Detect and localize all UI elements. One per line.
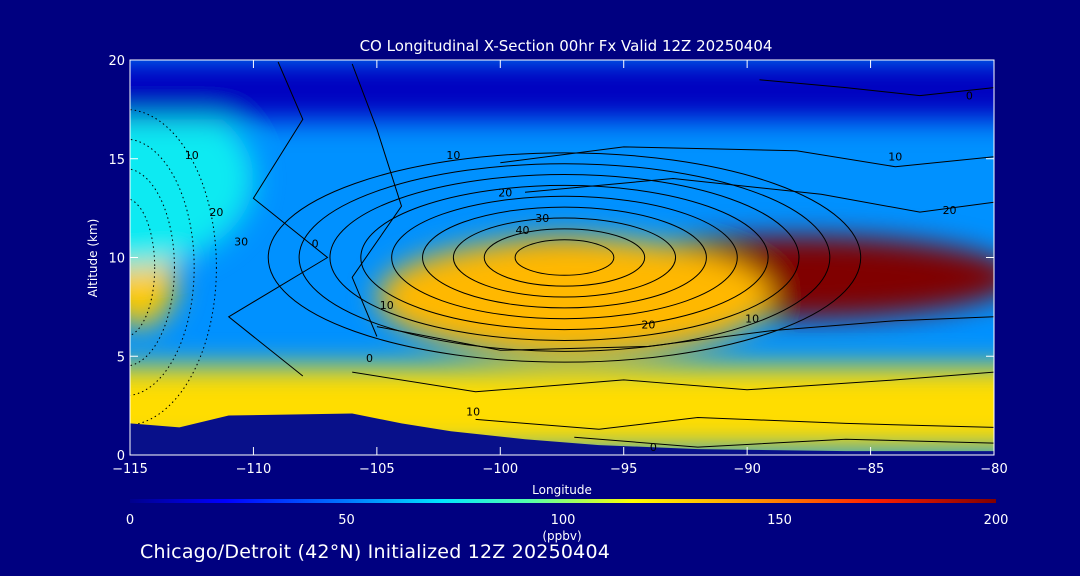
contour-label-5: 40 — [516, 224, 530, 237]
contour-label-2: 30 — [234, 236, 248, 249]
contour-label-14: 10 — [888, 151, 902, 164]
contour-label-16: 0 — [966, 90, 973, 103]
contour-label-3: 0 — [312, 238, 319, 251]
terrain-mask — [130, 413, 994, 455]
colorbar: 0 50 100 150 200 (ppbv) — [126, 499, 1009, 543]
contour-ring-3 — [422, 206, 707, 309]
x-axis-label: Longitude — [532, 483, 592, 497]
contour-dotted-2 — [130, 138, 195, 396]
contour-dotted-1 — [130, 168, 175, 367]
contour-line-3 — [376, 316, 994, 351]
x-axis: −115 −110 −105 −100 −95 −90 −85 −80 — [112, 60, 1008, 477]
contour-label-8: 10 — [380, 299, 394, 312]
location-init-caption: Chicago/Detroit (42°N) Initialized 12Z 2… — [140, 541, 611, 563]
colorbar-ticks: 0 50 100 150 200 — [126, 513, 1009, 528]
contour-labels: 10 20 30 0 30 40 20 10 10 0 20 10 10 0 10 20 0 — [185, 90, 973, 455]
plot-area: 10 20 30 0 30 40 20 10 10 0 20 10 10 0 10 20 0 — [130, 60, 994, 455]
contour-line-8 — [351, 63, 403, 337]
y-tick-label-1: 5 — [117, 350, 125, 365]
y-tick-label-4: 20 — [108, 54, 125, 69]
chart-title: CO Longitudinal X-Section 00hr Fx Valid … — [360, 37, 773, 55]
contour-lines — [130, 61, 994, 448]
field-feature-6 — [130, 60, 994, 120]
contour-dotted-0 — [130, 198, 156, 337]
x-tick-label-1: −110 — [236, 462, 272, 477]
contour-line-4 — [352, 371, 994, 393]
contour-label-13: 0 — [650, 441, 657, 454]
y-axis: 0 5 10 15 20 — [108, 54, 994, 464]
field-features — [130, 60, 994, 450]
x-tick-label-0: −115 — [112, 462, 148, 477]
x-tick-label-2: −105 — [359, 462, 395, 477]
contour-label-6: 20 — [498, 186, 512, 199]
contour-dotted-3 — [130, 109, 217, 426]
field-feature-5 — [130, 89, 254, 268]
x-tick-label-7: −80 — [980, 462, 1007, 477]
colorbar-tick-label-3: 150 — [767, 513, 792, 528]
contour-label-15: 20 — [943, 204, 957, 217]
contour-line-0 — [500, 146, 994, 168]
y-tick-label-2: 10 — [108, 252, 125, 267]
colorbar-tick-label-2: 100 — [551, 513, 576, 528]
contour-line-5 — [475, 416, 994, 430]
contour-ring-2 — [452, 217, 677, 298]
contour-label-11: 10 — [745, 313, 759, 326]
y-tick-label-3: 15 — [108, 153, 125, 168]
contour-ring-4 — [391, 195, 738, 320]
contour-ring-0 — [514, 239, 615, 276]
co-concentration-field — [130, 60, 994, 455]
y-axis-label: Altitude (km) — [86, 219, 100, 298]
contour-line-2 — [759, 79, 994, 97]
x-tick-label-5: −90 — [733, 462, 760, 477]
contour-label-4: 30 — [535, 212, 549, 225]
contour-ring-8 — [267, 152, 862, 363]
contour-line-7 — [227, 61, 329, 377]
contour-ring-5 — [360, 184, 769, 331]
x-tick-label-4: −95 — [610, 462, 637, 477]
colorbar-tick-label-4: 200 — [984, 513, 1009, 528]
contour-label-1: 20 — [209, 206, 223, 219]
contour-label-12: 10 — [466, 406, 480, 419]
y-tick-label-0: 0 — [117, 449, 125, 464]
colorbar-gradient — [130, 499, 996, 503]
contour-ring-6 — [329, 174, 800, 341]
contour-ring-7 — [298, 163, 831, 352]
contour-label-0: 10 — [185, 149, 199, 162]
contour-label-7: 10 — [446, 149, 460, 162]
contour-line-6 — [574, 436, 994, 448]
contour-label-10: 20 — [641, 319, 655, 332]
contour-line-1 — [524, 177, 994, 213]
colorbar-unit-label: (ppbv) — [542, 529, 581, 543]
contour-label-9: 0 — [366, 352, 373, 365]
colorbar-tick-label-0: 0 — [126, 513, 134, 528]
colorbar-tick-label-1: 50 — [338, 513, 355, 528]
x-tick-label-6: −85 — [857, 462, 884, 477]
x-tick-label-3: −100 — [482, 462, 518, 477]
contour-ring-1 — [483, 228, 646, 287]
